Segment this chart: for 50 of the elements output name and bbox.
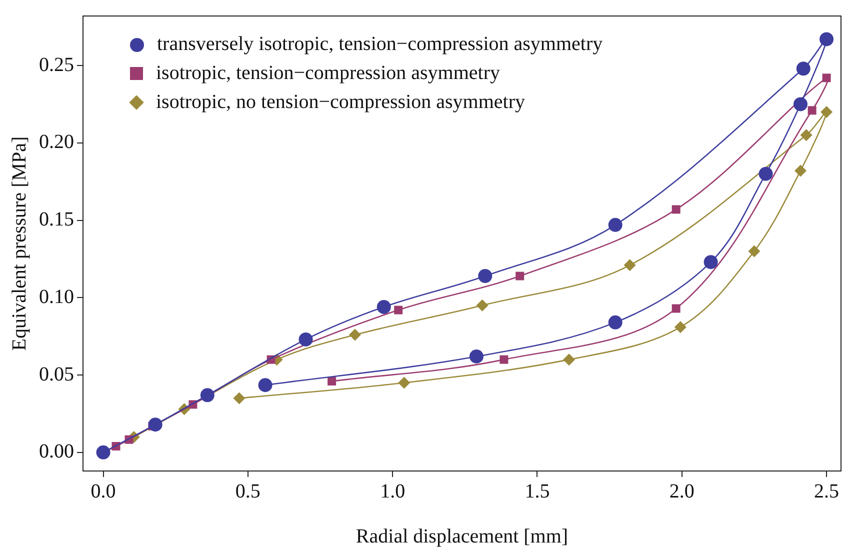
x-axis-title: Radial displacement [mm] (356, 525, 568, 548)
x-tick-label: 2.5 (814, 480, 840, 502)
point (672, 205, 680, 214)
point (348, 328, 361, 341)
point (820, 32, 834, 46)
x-tick-label: 1.5 (524, 480, 550, 502)
y-tick-label: 0.05 (39, 363, 74, 386)
y-tick-label: 0.25 (39, 54, 74, 76)
x-tick-label: 1.0 (380, 480, 406, 502)
point (624, 259, 636, 272)
y-tick-label: 0.10 (39, 286, 74, 308)
point (796, 62, 810, 76)
point (500, 355, 508, 364)
point (516, 272, 524, 280)
point (822, 74, 831, 82)
point (258, 378, 272, 392)
legend-label: isotropic, tension−compression asymmetry (156, 61, 500, 86)
point (563, 354, 576, 366)
y-axis-title: Equivalent pressure [MPa] (8, 136, 30, 351)
y-tick-label: 0.20 (39, 131, 74, 154)
point (808, 106, 816, 115)
point (704, 255, 718, 270)
x-tick-label: 2.0 (669, 480, 694, 502)
x-tick-label: 0.0 (90, 480, 116, 502)
point (800, 129, 812, 142)
point (820, 106, 833, 118)
point (794, 164, 806, 177)
point (328, 376, 336, 386)
point (608, 218, 622, 232)
point (376, 300, 391, 314)
point (478, 269, 492, 283)
point (608, 315, 622, 330)
y-tick-label: 0.00 (39, 440, 74, 463)
point (233, 392, 246, 404)
point (748, 245, 760, 258)
point (469, 349, 484, 364)
point (672, 304, 680, 313)
point (476, 299, 488, 312)
legend-label: transversely isotropic, tension−compression asymmetry (157, 32, 603, 57)
point (394, 306, 403, 314)
x-tick-label: 0.5 (235, 480, 260, 502)
legend-label: isotropic, no tension−compression asymmetry (156, 90, 526, 115)
point (398, 376, 410, 389)
point (148, 418, 162, 432)
point (793, 97, 808, 112)
y-tick-label: 0.15 (39, 208, 74, 231)
point (758, 166, 773, 181)
point (298, 332, 313, 346)
point (200, 388, 214, 402)
point (674, 321, 686, 334)
